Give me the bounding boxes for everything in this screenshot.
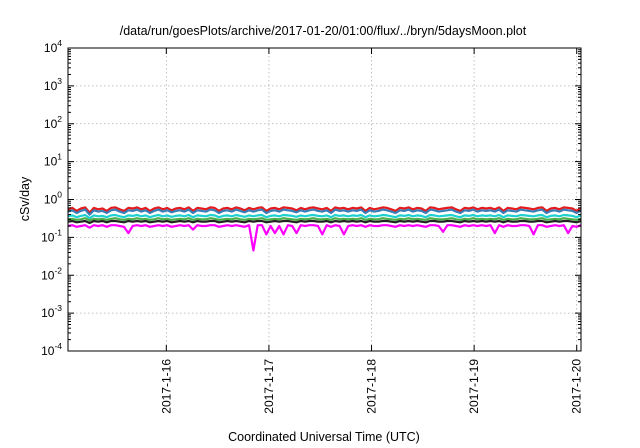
chart-title: /data/run/goesPlots/archive/2017-01-20/0…	[120, 24, 527, 38]
x-tick-label: 2017-1-18	[365, 359, 379, 414]
series-line-2	[67, 208, 582, 216]
grid-layer	[68, 48, 581, 351]
y-tick-label: 101	[44, 152, 62, 169]
y-tick-label: 10-4	[41, 341, 62, 358]
y-tick-label: 100	[44, 190, 62, 207]
ticks-layer: 10-4 10-3 10-2 10-1 100 101 102 103 104 2017-1-16…	[41, 38, 584, 414]
x-axis-label: Coordinated Universal Time (UTC)	[228, 430, 420, 444]
series-line-3	[67, 213, 582, 220]
x-tick-label: 2017-1-20	[570, 359, 584, 414]
y-tick-label: 103	[44, 76, 62, 93]
y-tick-label: 104	[44, 38, 62, 55]
series-layer	[67, 206, 582, 252]
y-tick-label: 10-2	[41, 265, 62, 282]
x-tick-label: 2017-1-17	[262, 359, 276, 414]
series-line-6	[67, 224, 582, 252]
x-tick-label: 2017-1-16	[159, 359, 173, 414]
series-line-1	[67, 206, 582, 214]
y-axis-label: cSv/day	[18, 176, 32, 221]
series-line-4	[67, 217, 582, 222]
y-tick-label: 102	[44, 114, 62, 131]
x-tick-label: 2017-1-19	[467, 359, 481, 414]
series-line-5	[67, 219, 582, 225]
y-tick-label: 10-3	[41, 303, 62, 320]
y-tick-label: 10-1	[41, 227, 62, 244]
